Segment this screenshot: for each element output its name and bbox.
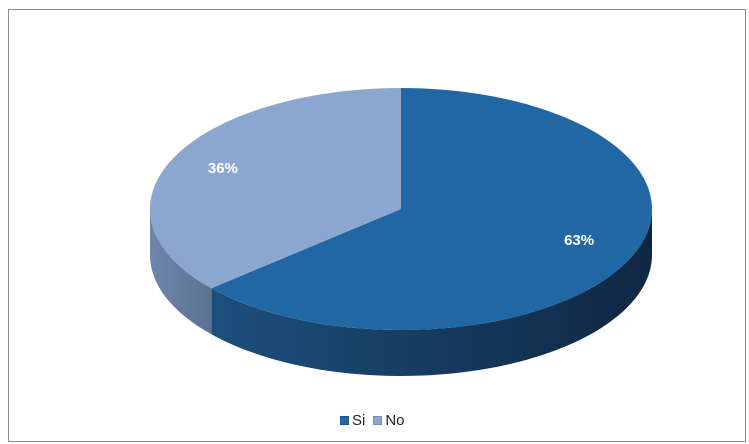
data-label-si: 63%	[564, 232, 594, 249]
legend-swatch-no	[373, 416, 383, 425]
legend-swatch-si	[340, 416, 349, 425]
legend-label-no: No	[385, 412, 405, 429]
pie-slice-no	[149, 88, 401, 289]
chart-legend: Si No	[340, 412, 413, 429]
pie-slice-si	[211, 88, 652, 330]
legend-label-si: Si	[352, 412, 366, 429]
legend-item-no: No	[373, 412, 405, 429]
pie-side-si	[211, 209, 652, 376]
data-label-no: 36%	[208, 160, 238, 177]
legend-item-si: Si	[340, 412, 365, 429]
pie-side-no	[150, 209, 212, 335]
